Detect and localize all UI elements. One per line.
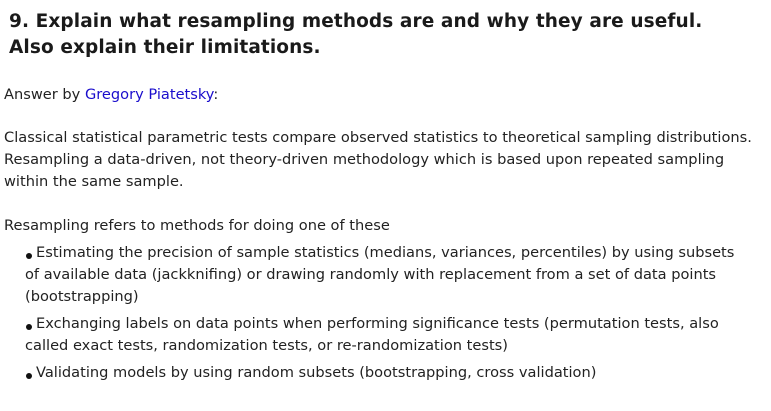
byline-suffix: :: [213, 86, 219, 103]
methods-intro: Resampling refers to methods for doing o…: [4, 217, 390, 234]
list-item: Validating models by using random subset…: [4, 362, 739, 384]
answer-byline: Answer by Gregory Piatetsky:: [4, 84, 218, 106]
answer-paragraph: Classical statistical parametric tests c…: [4, 129, 752, 190]
bullet-icon: [26, 324, 32, 330]
methods-list: Estimating the precision of sample stati…: [4, 242, 739, 389]
byline-prefix: Answer by: [4, 86, 85, 103]
list-item-text: Estimating the precision of sample stati…: [25, 244, 735, 305]
bullet-icon: [26, 253, 32, 259]
author-link[interactable]: Gregory Piatetsky: [84, 86, 214, 103]
list-item-text: Exchanging labels on data points when pe…: [25, 315, 719, 354]
list-item-text: Validating models by using random subset…: [36, 364, 597, 381]
list-item: Estimating the precision of sample stati…: [4, 242, 739, 308]
list-item: Exchanging labels on data points when pe…: [4, 313, 739, 357]
bullet-icon: [26, 373, 32, 379]
question-heading: 9. Explain what resampling methods are a…: [9, 11, 703, 58]
